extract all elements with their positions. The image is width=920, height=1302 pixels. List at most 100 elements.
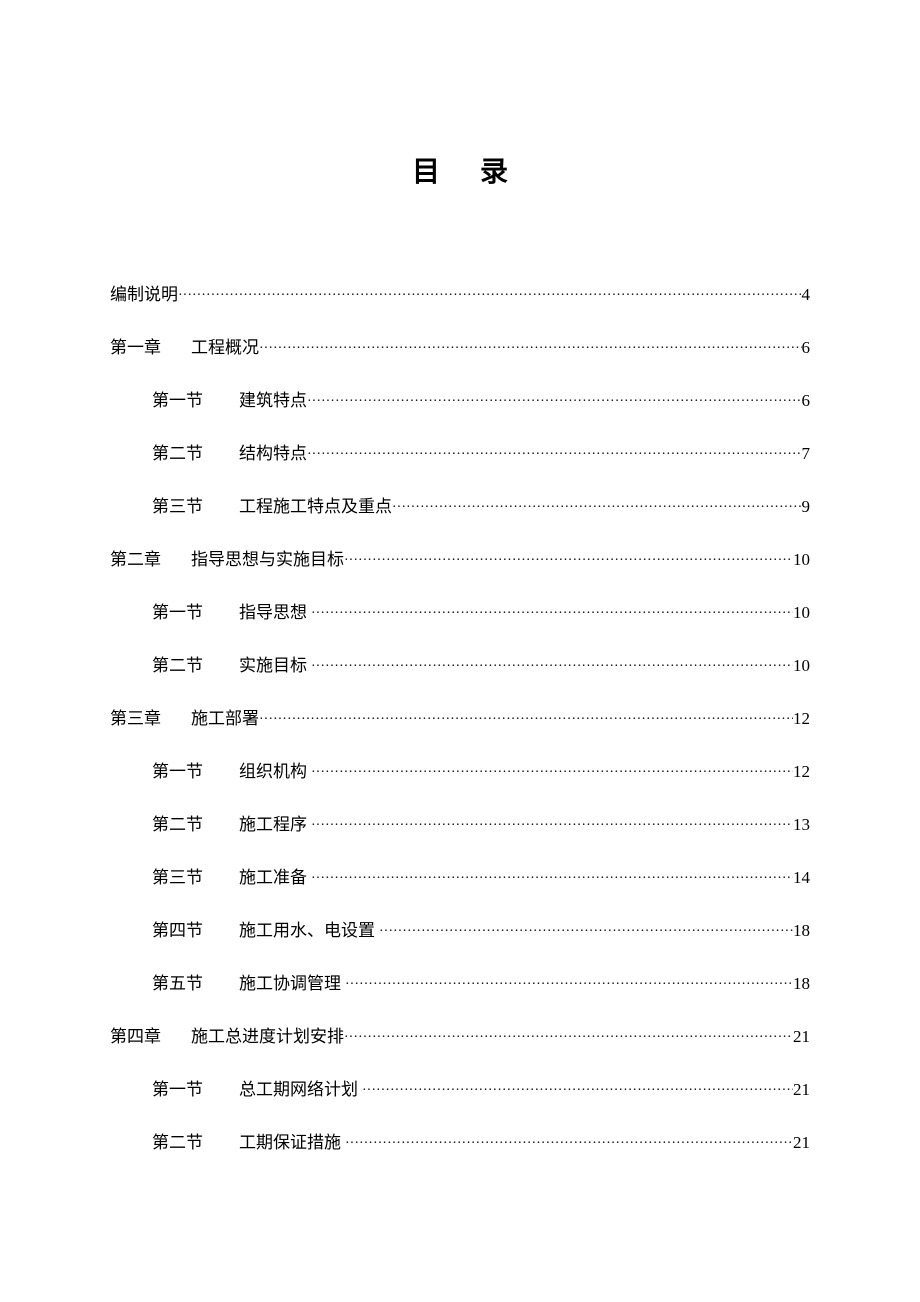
- toc-entry-label: 第三节: [152, 863, 239, 888]
- toc-leader-dots: [345, 1136, 793, 1152]
- toc-leader-dots: [392, 500, 802, 516]
- toc-page-number: 14: [793, 868, 810, 888]
- toc-entry-text: 施工总进度计划安排: [191, 1022, 344, 1047]
- toc-entry-label: 第三节: [152, 492, 239, 517]
- toc-leader-dots: [345, 977, 793, 993]
- toc-entry-text: 施工准备: [239, 863, 307, 888]
- toc-page-number: 7: [802, 444, 811, 464]
- toc-page-number: 9: [802, 497, 811, 517]
- toc-label-text: 第一节: [152, 1075, 203, 1100]
- toc-label-text: 第一节: [152, 598, 203, 623]
- toc-entry: 第三节 工程施工特点及重点 9: [110, 492, 810, 517]
- toc-entry-label: 第一节: [152, 386, 239, 411]
- toc-page-number: 21: [793, 1080, 810, 1100]
- toc-entry-label: 第四节: [152, 916, 239, 941]
- toc-entry-label: 第一节: [152, 598, 239, 623]
- toc-leader-dots: [311, 871, 793, 887]
- toc-label-text: 第三章: [110, 704, 161, 729]
- toc-entry-text: 实施目标: [239, 651, 307, 676]
- toc-entry-label: 第三章: [110, 704, 191, 729]
- toc-entry-text: 施工用水、电设置: [239, 916, 375, 941]
- toc-entry: 第二节 结构特点 7: [110, 439, 810, 464]
- toc-entry-text: 施工程序: [239, 810, 307, 835]
- toc-leader-dots: [311, 659, 793, 675]
- toc-entry: 第二章 指导思想与实施目标 10: [110, 545, 810, 570]
- toc-entry: 编制说明 4: [110, 280, 810, 305]
- toc-leader-dots: [259, 341, 802, 357]
- toc-page-number: 12: [793, 709, 810, 729]
- toc-label-text: 第三节: [152, 863, 203, 888]
- toc-entry: 第二节 工期保证措施 21: [110, 1128, 810, 1153]
- toc-label-text: 第一章: [110, 333, 161, 358]
- toc-label-text: 第三节: [152, 492, 203, 517]
- toc-entry: 第三节 施工准备 14: [110, 863, 810, 888]
- toc-label-text: 第一节: [152, 757, 203, 782]
- toc-page-number: 13: [793, 815, 810, 835]
- toc-leader-dots: [344, 1030, 793, 1046]
- toc-entry-label: 第二节: [152, 439, 239, 464]
- toc-page-number: 18: [793, 974, 810, 994]
- toc-entry-text: 工程概况: [191, 333, 259, 358]
- toc-leader-dots: [311, 606, 793, 622]
- toc-entry-text: 工程施工特点及重点: [239, 492, 392, 517]
- toc-label-text: 第二节: [152, 810, 203, 835]
- toc-page-number: 21: [793, 1133, 810, 1153]
- toc-page-number: 10: [793, 603, 810, 623]
- toc-entry-label: 第二章: [110, 545, 191, 570]
- toc-container: 编制说明4第一章工程概况6第一节建筑特点6第二节结构特点7第三节工程施工特点及重…: [110, 280, 810, 1153]
- title-char-1: 目: [412, 157, 480, 188]
- toc-entry-label: 第一节: [152, 1075, 239, 1100]
- title-char-2: 录: [480, 157, 548, 188]
- toc-entry-text: 编制说明: [110, 280, 178, 305]
- toc-leader-dots: [307, 447, 802, 463]
- toc-entry: 第三章施工部署12: [110, 704, 810, 729]
- toc-entry: 第一节 组织机构 12: [110, 757, 810, 782]
- toc-entry-label: 第二节: [152, 651, 239, 676]
- toc-leader-dots: [362, 1083, 793, 1099]
- toc-label-text: 第四章: [110, 1022, 161, 1047]
- toc-label-text: 第四节: [152, 916, 203, 941]
- toc-title: 目录: [110, 150, 810, 190]
- toc-label-text: 第二节: [152, 651, 203, 676]
- toc-entry-text: 施工协调管理: [239, 969, 341, 994]
- toc-entry-label: 第一节: [152, 757, 239, 782]
- toc-entry: 第四节 施工用水、电设置 18: [110, 916, 810, 941]
- toc-leader-dots: [178, 288, 802, 304]
- toc-leader-dots: [259, 712, 793, 728]
- toc-leader-dots: [379, 924, 793, 940]
- toc-entry-text: 组织机构: [239, 757, 307, 782]
- toc-page-number: 21: [793, 1027, 810, 1047]
- toc-leader-dots: [311, 765, 793, 781]
- toc-page-number: 10: [793, 656, 810, 676]
- toc-entry: 第一节建筑特点6: [110, 386, 810, 411]
- toc-entry-text: 指导思想: [239, 598, 307, 623]
- toc-label-text: 第二节: [152, 439, 203, 464]
- toc-entry: 第一章 工程概况 6: [110, 333, 810, 358]
- toc-entry: 第二节 实施目标 10: [110, 651, 810, 676]
- toc-entry: 第四章 施工总进度计划安排 21: [110, 1022, 810, 1047]
- toc-entry-label: 第一章: [110, 333, 191, 358]
- toc-page-number: 12: [793, 762, 810, 782]
- toc-entry-label: 第二节: [152, 810, 239, 835]
- toc-page-number: 10: [793, 550, 810, 570]
- toc-leader-dots: [307, 394, 802, 410]
- toc-label-text: 第二章: [110, 545, 161, 570]
- toc-label-text: 第五节: [152, 969, 203, 994]
- toc-label-text: 第一节: [152, 386, 203, 411]
- toc-entry-label: 第二节: [152, 1128, 239, 1153]
- toc-entry: 第二节 施工程序 13: [110, 810, 810, 835]
- toc-entry-text: 结构特点: [239, 439, 307, 464]
- toc-entry-text: 工期保证措施: [239, 1128, 341, 1153]
- toc-page-number: 6: [802, 391, 811, 411]
- toc-entry: 第一节 指导思想 10: [110, 598, 810, 623]
- toc-page-number: 4: [802, 285, 811, 305]
- toc-entry: 第五节 施工协调管理 18: [110, 969, 810, 994]
- toc-page-number: 18: [793, 921, 810, 941]
- toc-label-text: 第二节: [152, 1128, 203, 1153]
- toc-page-number: 6: [802, 338, 811, 358]
- toc-entry-label: 第四章: [110, 1022, 191, 1047]
- toc-entry-label: 第五节: [152, 969, 239, 994]
- toc-leader-dots: [311, 818, 793, 834]
- toc-entry: 第一节总工期网络计划21: [110, 1075, 810, 1100]
- toc-entry-text: 指导思想与实施目标: [191, 545, 344, 570]
